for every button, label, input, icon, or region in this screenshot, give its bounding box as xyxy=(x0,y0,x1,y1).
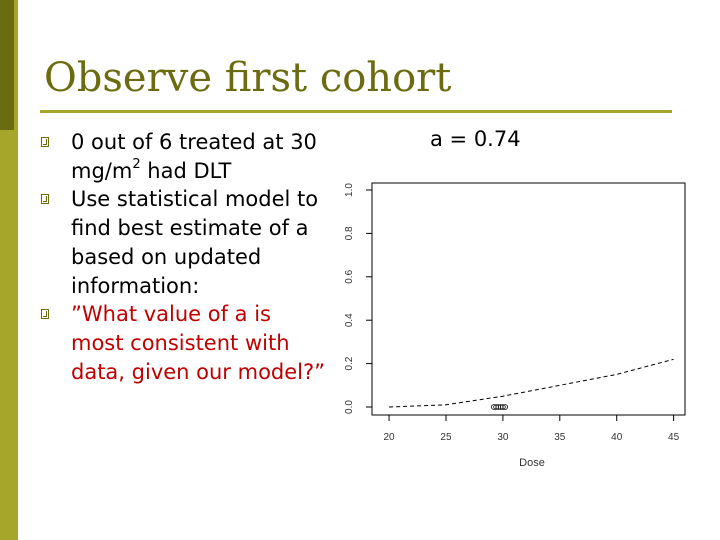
x-axis: 20 25 30 35 40 45 xyxy=(384,415,680,443)
checkbox-bullet-icon xyxy=(41,194,49,205)
observation-point xyxy=(502,404,508,410)
bullet-text-post: had DLT xyxy=(140,158,232,183)
x-tick-label: 45 xyxy=(668,432,680,443)
y-tick-label: 0.8 xyxy=(344,226,355,240)
plot-frame xyxy=(371,182,686,416)
x-tick-label: 25 xyxy=(440,432,452,443)
x-tick-label: 35 xyxy=(554,432,566,443)
y-tick-label: 0.6 xyxy=(344,269,355,283)
observation-point xyxy=(500,404,506,410)
bullet-item-question: ”What value of a is most consistent with… xyxy=(40,300,330,386)
dose-toxicity-chart: 0.0 0.2 0.4 0.6 0.8 1.0 20 25 30 35 40 45 Dose xyxy=(344,182,686,469)
y-axis: 0.0 0.2 0.4 0.6 0.8 1.0 xyxy=(344,183,372,414)
y-tick-label: 0.0 xyxy=(344,400,355,414)
sidebar-light-bar xyxy=(0,130,18,540)
bullet-item-model: Use statistical model to find best estim… xyxy=(40,185,330,300)
bullet-list: 0 out of 6 treated at 30 mg/m2 had DLT U… xyxy=(40,128,330,386)
title-underline xyxy=(40,110,672,113)
x-axis-label: Dose xyxy=(519,457,545,469)
sidebar-light-bar-top xyxy=(14,0,18,130)
observation-group xyxy=(490,404,508,410)
bullet-item-dlt: 0 out of 6 treated at 30 mg/m2 had DLT xyxy=(40,128,330,185)
chart-title: a = 0.74 xyxy=(430,127,521,151)
checkbox-bullet-icon xyxy=(41,137,49,147)
x-tick-label: 30 xyxy=(497,432,509,443)
y-tick-label: 0.2 xyxy=(344,356,355,370)
x-tick-label: 20 xyxy=(384,432,396,443)
y-tick-label: 1.0 xyxy=(344,183,355,197)
bullet-text: ”What value of a is most consistent with… xyxy=(71,302,326,384)
y-tick-label: 0.4 xyxy=(344,313,355,327)
bullet-text-pre: 0 out of 6 treated at 30 mg/m xyxy=(71,130,317,183)
series-group xyxy=(389,358,674,408)
slide-title: Observe first cohort xyxy=(44,55,452,101)
dose-toxicity-curve xyxy=(389,358,674,408)
bullet-superscript: 2 xyxy=(132,156,141,172)
checkbox-bullet-icon xyxy=(41,309,49,320)
sidebar-dark-bar xyxy=(0,0,14,130)
bullet-text: Use statistical model to find best estim… xyxy=(71,187,319,298)
x-tick-label: 40 xyxy=(611,432,623,443)
